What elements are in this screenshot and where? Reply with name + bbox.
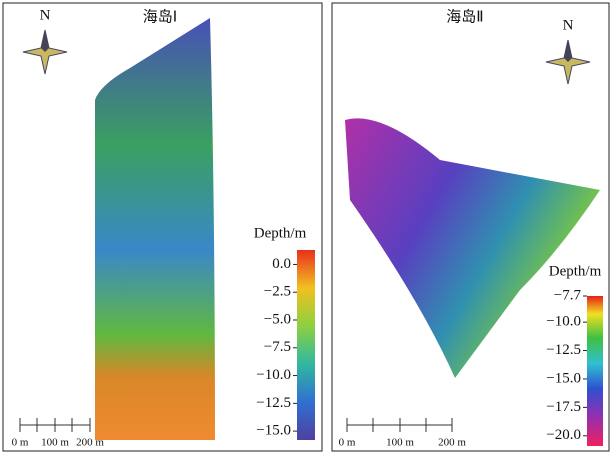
colorbar-title: Depth/m: [254, 225, 307, 241]
colorbar-tick-label: −12.5: [256, 395, 291, 411]
scale-label: 200 m: [76, 437, 104, 449]
colorbar-tick-label: −20.0: [546, 427, 581, 443]
colorbar-tick-label: −15.0: [546, 370, 581, 386]
north-arrow: [23, 30, 67, 74]
scale-label: 200 m: [438, 437, 466, 449]
colorbar-tick-label: −10.0: [546, 314, 581, 330]
scale-label: 100 m: [386, 437, 414, 449]
colorbar: [587, 296, 603, 446]
scale-bar: [347, 418, 452, 432]
panel-title: 海岛Ⅱ: [446, 8, 483, 25]
colorbar: [297, 250, 315, 440]
colorbar-tick-label: −7.7: [554, 287, 582, 303]
north-arrow: [546, 40, 590, 84]
scale-bar: [20, 418, 90, 432]
colorbar-tick-label: −17.5: [546, 399, 581, 415]
colorbar-tick-label: 0.0: [272, 256, 291, 272]
scale-label: 100 m: [41, 437, 69, 449]
colorbar-tick-label: −7.5: [264, 339, 291, 355]
bathymetry-map: [95, 18, 215, 440]
scale-label: 0 m: [12, 437, 29, 449]
figure: 海岛Ⅰ 海岛Ⅱ N N Depth/m Depth/m 0 m 100 m 20…: [0, 0, 612, 454]
north-label: N: [40, 7, 51, 23]
north-label: N: [563, 17, 574, 33]
colorbar-tick-label: −5.0: [264, 311, 291, 327]
colorbar-tick-label: −15.0: [256, 423, 291, 439]
colorbar-tick-label: −10.0: [256, 367, 291, 383]
colorbar-tick-label: −2.5: [264, 284, 291, 300]
colorbar-title: Depth/m: [549, 263, 602, 279]
scale-label: 0 m: [339, 437, 356, 449]
colorbar-tick-label: −12.5: [546, 342, 581, 358]
bathymetry-map: [345, 118, 600, 378]
panel-title: 海岛Ⅰ: [143, 8, 177, 25]
